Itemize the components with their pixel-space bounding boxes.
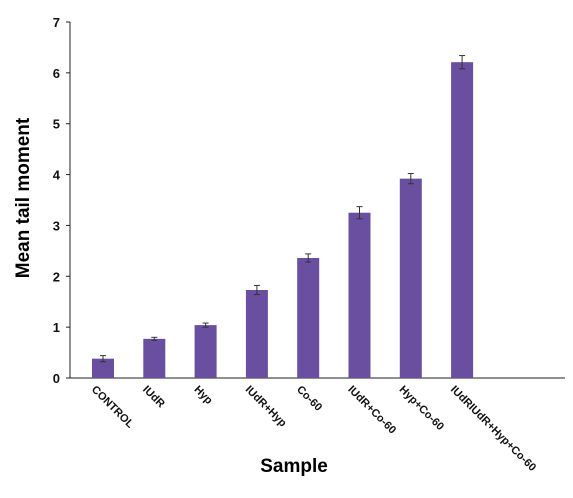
x-tick-label: IUdR+Hyp (243, 384, 289, 430)
bar (92, 358, 114, 378)
y-tick-label: 1 (53, 320, 60, 335)
x-tick-label: Hyp+Co-60 (397, 384, 446, 433)
error-bar (202, 322, 209, 328)
y-tick-label: 4 (53, 168, 61, 183)
y-axis-title: Mean tail moment (13, 117, 34, 278)
y-tick-label: 3 (53, 218, 60, 233)
error-bar (356, 206, 363, 220)
error-bar (151, 336, 158, 341)
y-tick-label: 5 (53, 117, 60, 132)
x-tick-label: IUdR (140, 384, 167, 411)
error-bar (305, 253, 312, 263)
y-tick-label: 7 (53, 15, 60, 30)
bar (348, 212, 371, 378)
error-bar (407, 173, 414, 185)
bar (245, 290, 268, 378)
x-axis-title: Sample (260, 456, 328, 477)
bar (194, 325, 217, 378)
bars-group (92, 62, 474, 378)
bar (297, 257, 320, 378)
x-tick-label: IUdR+Co-60 (345, 384, 398, 437)
error-bars-group (100, 55, 466, 363)
y-tick-label: 0 (53, 371, 60, 386)
x-tick-label: CONTROL (89, 384, 136, 431)
x-tick-label: Hyp (191, 384, 214, 407)
y-tick-label: 2 (53, 269, 60, 284)
y-tick-labels: 0 1 2 3 4 5 6 7 (53, 15, 70, 386)
bar (143, 338, 166, 378)
x-tick-label: IUdRIUdR+Hyp+Co-60 (448, 384, 538, 474)
y-tick-label: 6 (53, 66, 60, 81)
error-bar (253, 284, 260, 296)
x-tick-label: Co-60 (294, 384, 324, 414)
bar (399, 178, 422, 378)
error-bar (100, 355, 106, 363)
bar (451, 62, 474, 378)
error-bar (459, 55, 466, 70)
